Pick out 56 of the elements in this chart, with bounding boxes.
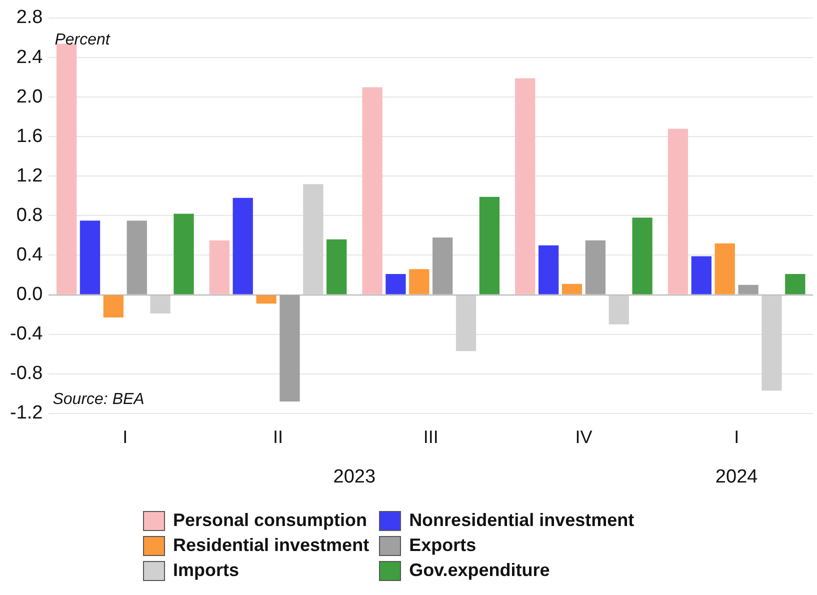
bar: [280, 295, 300, 402]
bar: [456, 295, 476, 352]
annotation: Percent: [54, 31, 110, 48]
bar: [608, 295, 629, 324]
y-tick-label: 0.4: [16, 244, 44, 266]
y-tick-label: 1.6: [16, 126, 43, 147]
x-tick-label: IV: [575, 427, 592, 448]
x-tick-label: III: [423, 427, 438, 448]
bar: [326, 239, 347, 294]
text: 2024: [715, 466, 758, 488]
x-tick-label: I: [734, 427, 740, 448]
legend-label: Exports: [409, 535, 476, 556]
x-tick-label: I: [122, 427, 128, 448]
bar: [150, 295, 170, 314]
legend-label: Imports: [173, 560, 240, 581]
bar: [479, 196, 500, 294]
y-tick-label: 2.0: [16, 86, 43, 108]
bar: [562, 284, 582, 294]
y-tick-label: 0.0: [16, 284, 43, 306]
bar: [303, 184, 324, 294]
bar: [126, 220, 147, 294]
legend-label: Personal consumption: [173, 510, 368, 531]
text: 2023: [333, 466, 376, 488]
y-tick-label: -0.8: [10, 363, 43, 384]
y-tick-label: 1.2: [16, 165, 43, 186]
y-tick-label: 2.4: [16, 46, 44, 68]
bar: [56, 44, 77, 294]
y-tick-label: -0.4: [10, 324, 44, 345]
legend-label: Gov.expenditure: [409, 560, 550, 581]
x-tick-label: II: [273, 427, 284, 448]
bar: [762, 295, 782, 391]
bar: [432, 237, 453, 294]
bar: [668, 128, 688, 294]
annotation: Source: BEA: [52, 390, 144, 408]
bar: [103, 295, 124, 318]
y-tick-label: -1.2: [10, 402, 43, 424]
legend-label: Nonresidential investment: [409, 510, 634, 531]
bar: [632, 218, 652, 294]
bar: [362, 87, 382, 294]
bar: [409, 269, 430, 294]
bar: [80, 220, 100, 294]
bar: [174, 214, 194, 294]
y-tick-label: 0.8: [16, 204, 43, 226]
bar: [256, 295, 276, 304]
bar: [232, 198, 253, 294]
bar: [785, 274, 806, 294]
bar: [209, 240, 230, 294]
bar: [386, 274, 406, 294]
bar: [515, 78, 536, 294]
legend-label: Residential investment: [173, 535, 370, 556]
bar: [738, 284, 758, 294]
bar: [538, 245, 559, 294]
bar: [691, 256, 712, 294]
y-tick-label: 2.8: [16, 7, 43, 28]
bar: [714, 243, 735, 294]
bar: [585, 240, 606, 294]
